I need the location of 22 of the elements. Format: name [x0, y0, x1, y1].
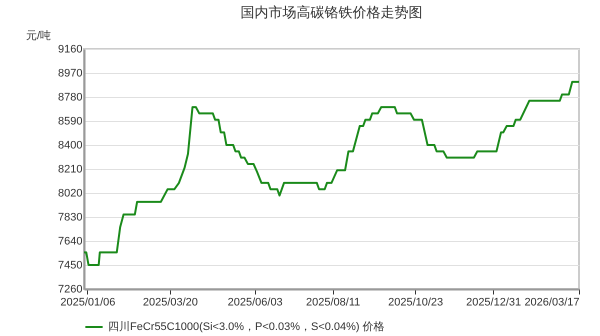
y-tick-label: 8970 [58, 68, 82, 80]
y-tick-label: 7830 [58, 212, 82, 224]
y-tick-label: 8400 [58, 140, 82, 152]
x-tick-label: 2026/03/17 [524, 296, 580, 308]
y-tick-label: 8780 [58, 92, 82, 104]
x-tick-label: 2025/10/23 [388, 296, 444, 308]
y-tick-label: 7260 [58, 284, 82, 296]
y-tick-label: 9160 [58, 44, 82, 56]
x-tick-label: 2025/01/06 [60, 296, 116, 308]
x-tick-label: 2025/08/11 [306, 296, 360, 308]
x-tick-label: 2025/03/20 [142, 296, 198, 308]
legend-label: 四川FeCr55C1000(Si<3.0%，P<0.03%，S<0.04%) 价格 [108, 320, 385, 333]
x-tick-label: 2025/12/31 [466, 296, 522, 308]
line-series [83, 80, 580, 266]
y-tick-label: 7450 [58, 260, 82, 272]
y-tick-label: 7640 [58, 236, 82, 248]
y-tick-label: 8020 [58, 188, 82, 200]
y-axis-title: 元/吨 [26, 29, 52, 42]
y-tick-label: 8210 [58, 164, 82, 176]
chart-title: 国内市场高碳铬铁价格走势图 [240, 4, 422, 20]
x-tick-label: 2025/06/03 [228, 296, 283, 308]
y-tick-label: 8590 [58, 116, 82, 128]
